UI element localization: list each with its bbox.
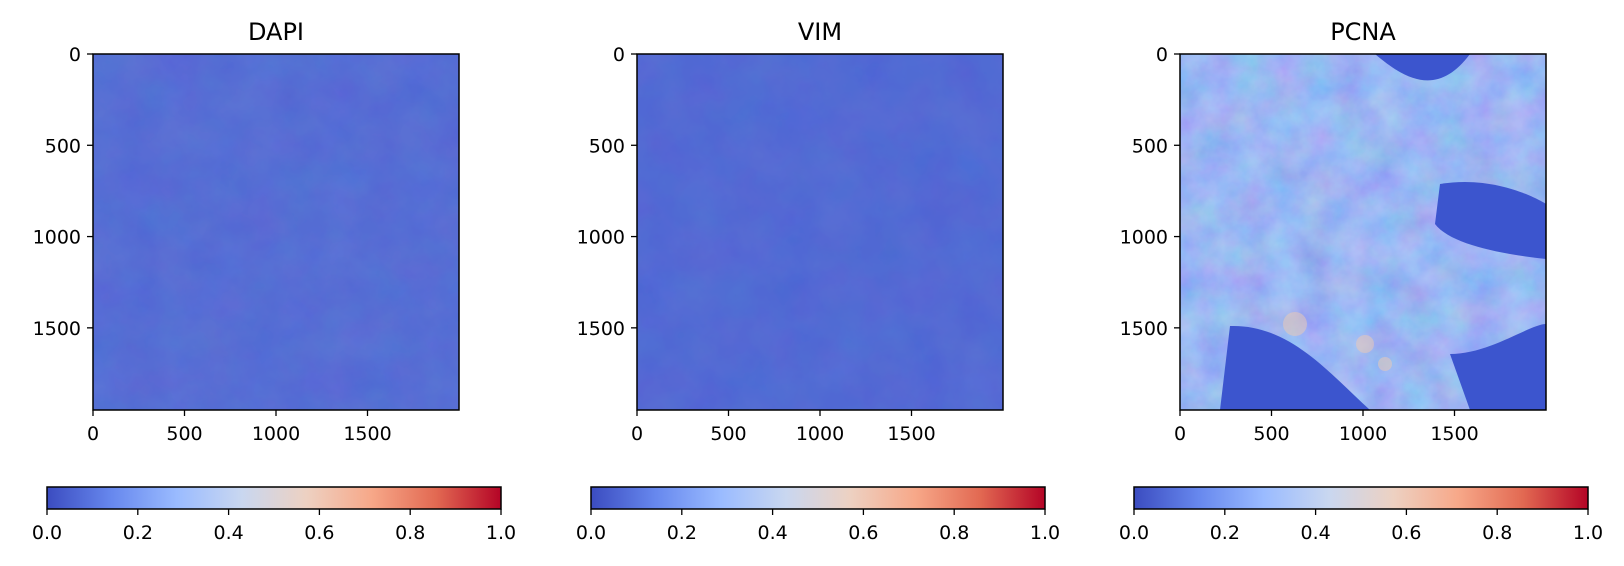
heatmap-texture	[637, 54, 1003, 410]
colorbar-tick-label: 0.2	[123, 522, 153, 544]
y-tick-label: 500	[589, 135, 625, 157]
colorbar-tick-label: 0.8	[1482, 522, 1512, 544]
background-region	[1435, 181, 1546, 259]
colorbar	[591, 487, 1045, 509]
colorbar-tick-label: 0.2	[667, 522, 697, 544]
colorbar-tick-label: 0.0	[1119, 522, 1149, 544]
colorbar-tick-label: 0.4	[1300, 522, 1330, 544]
panel-dapi: DAPI 0 500 1000 1500 0 500 1000 1500 0.0 0.2 0.4 0.6…	[32, 18, 516, 544]
y-tick-label: 500	[45, 135, 81, 157]
colorbar-tick-label: 0.0	[576, 522, 606, 544]
colorbar	[47, 487, 501, 509]
hot-spot	[1356, 335, 1374, 353]
colorbar-tick-label: 0.6	[848, 522, 878, 544]
colorbar-tick-label: 1.0	[1573, 522, 1603, 544]
x-tick-label: 0	[631, 423, 643, 445]
x-tick-label: 0	[87, 423, 99, 445]
colorbar-tick-label: 0.6	[304, 522, 334, 544]
x-tick-label: 0	[1174, 423, 1186, 445]
panel-vim: VIM 0 500 1000 1500 0 500 1000 1500 0.0 0.2 0.4 0.6 0…	[576, 18, 1060, 544]
colorbar-tick-label: 0.4	[757, 522, 787, 544]
background-region	[1450, 324, 1546, 410]
x-tick-label: 1500	[343, 423, 391, 445]
hot-spot	[1283, 312, 1307, 336]
y-tick-label: 1500	[33, 318, 81, 340]
background-region	[1220, 325, 1370, 410]
y-tick-label: 1500	[577, 318, 625, 340]
y-tick-label: 1000	[577, 227, 625, 249]
colorbar-tick-label: 1.0	[1030, 522, 1060, 544]
heatmap-texture	[93, 54, 459, 410]
x-tick-label: 500	[710, 423, 746, 445]
colorbar	[1134, 487, 1588, 509]
colorbar-frame	[1133, 486, 1589, 510]
y-tick-label: 1000	[1120, 227, 1168, 249]
colorbar-tick-label: 0.6	[1391, 522, 1421, 544]
x-tick-label: 500	[166, 423, 202, 445]
x-tick-label: 1000	[252, 423, 300, 445]
x-tick-label: 1000	[796, 423, 844, 445]
panel-title: VIM	[798, 18, 842, 46]
colorbar-tick-label: 0.4	[213, 522, 243, 544]
colorbar-tick-label: 1.0	[486, 522, 516, 544]
panel-pcna: PCNA 0 500 1000 1500 0 500 1000 1500 0.0 0.2 0.4 0.6…	[1119, 18, 1603, 544]
colorbar-tick-label: 0.2	[1210, 522, 1240, 544]
y-tick-label: 500	[1132, 135, 1168, 157]
panel-title: DAPI	[248, 18, 304, 46]
x-tick-label: 1500	[1430, 423, 1478, 445]
colorbar-tick-label: 0.8	[395, 522, 425, 544]
y-tick-label: 0	[69, 44, 81, 66]
x-tick-label: 500	[1253, 423, 1289, 445]
x-tick-label: 1500	[887, 423, 935, 445]
x-tick-label: 1000	[1339, 423, 1387, 445]
y-tick-label: 1000	[33, 227, 81, 249]
colorbar-frame	[46, 486, 502, 510]
y-tick-label: 1500	[1120, 318, 1168, 340]
y-tick-label: 0	[1156, 44, 1168, 66]
y-tick-label: 0	[613, 44, 625, 66]
hot-spot	[1378, 357, 1392, 371]
colorbar-frame	[590, 486, 1046, 510]
panel-title: PCNA	[1330, 18, 1396, 46]
colorbar-tick-label: 0.8	[939, 522, 969, 544]
colorbar-tick-label: 0.0	[32, 522, 62, 544]
background-region	[1375, 54, 1470, 81]
